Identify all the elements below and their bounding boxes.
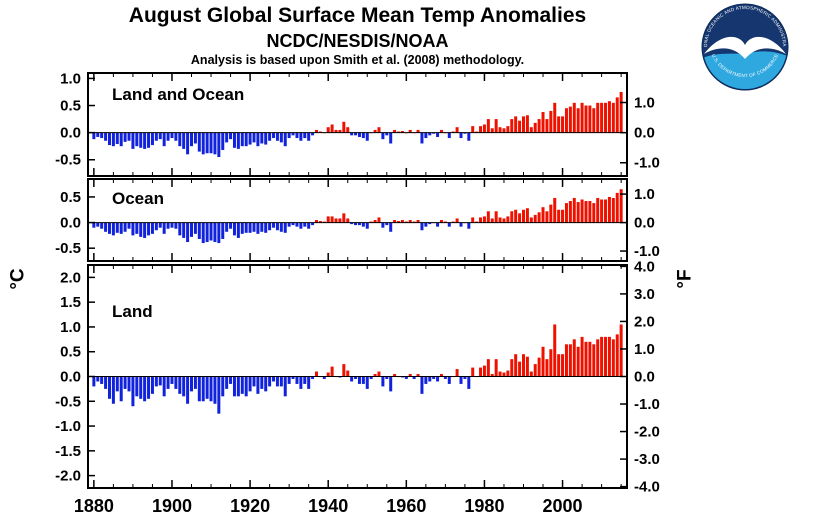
noaa-seal-sea [703,51,787,89]
y-tick-label-f: 3.0 [634,286,655,303]
panel-frame [87,72,628,177]
x-tick-label: 1900 [152,496,192,516]
panel-land-and-ocean: 1.0 0.5 0.0 -0.5 1.0 0.0 -1.0 Land and Ocean [55,70,660,177]
y-tick-label-c: 0.5 [60,189,81,206]
noaa-seal-gull-icon [704,36,786,59]
y-tick-label-f: 0.0 [634,125,655,142]
y-tick-label-c: 2.0 [60,269,81,286]
x-tick-label: 1980 [464,496,504,516]
panel-ocean: 0.5 0.0 -0.5 1.0 0.0 -1.0 Ocean [55,178,660,262]
y-tick-label-f: 4.0 [634,258,655,275]
x-axis-labels: 1880 1900 1920 1940 1960 1980 2000 [74,496,583,516]
y-tick-label-f: 0.0 [634,369,655,386]
y-tick-label-c: -0.5 [55,152,81,169]
bars [92,189,623,244]
y-tick-label-c: 0.0 [60,215,81,232]
y-tick-label-f: -4.0 [634,479,660,496]
x-tick-label: 1940 [308,496,348,516]
y-tick-label-f: -3.0 [634,451,660,468]
y-tick-label-c: -0.5 [55,240,81,257]
panel-title: Land and Ocean [112,85,244,104]
x-tick-label: 2000 [543,496,583,516]
x-tick-label: 1920 [230,496,270,516]
y-tick-label-c: -2.0 [55,468,81,485]
x-tick-label: 1880 [74,496,114,516]
y-tick-label-c: 1.5 [60,294,81,311]
y-tick-label-f: -1.0 [634,243,660,260]
panel-land: 2.0 1.5 1.0 0.5 0.0 -0.5 -1.0 -1.5 -2.0 4.0 3.0 2.0… [55,258,660,495]
y-tick-label-f: 2.0 [634,313,655,330]
y-tick-label-f: -1.0 [634,396,660,413]
y-tick-label-f: 1.0 [634,95,655,112]
bars [92,91,623,158]
panel-title: Land [112,302,153,321]
page-subtitle: NCDC/NESDIS/NOAA [266,31,449,51]
y-tick-label-c: -1.0 [55,418,81,435]
y-tick-label-c: -0.5 [55,393,81,410]
panel-frame [87,178,628,262]
y-tick-label-f: 1.0 [634,341,655,358]
y-tick-label-f: 1.0 [634,186,655,203]
y-tick-label-c: 1.0 [60,70,81,87]
y-tick-label-c: 0.5 [60,98,81,115]
noaa-logo: NATIONAL OCEANIC AND ATMOSPHERIC ADMINIS… [700,2,789,91]
panel-title: Ocean [112,189,164,208]
y-tick-label-c: 0.0 [60,369,81,386]
y-tick-label-c: 1.0 [60,319,81,336]
x-tick-label: 1960 [386,496,426,516]
bars [92,324,623,414]
methodology-note: Analysis is based upon Smith et al. (200… [190,53,525,67]
y-tick-label-f: -1.0 [634,155,660,172]
y-tick-label-f: 0.0 [634,215,655,232]
y-tick-label-c: 0.0 [60,125,81,142]
panel-frame [87,264,628,489]
page-title: August Global Surface Mean Temp Anomalie… [128,4,587,27]
y-tick-label-c: -1.5 [55,443,81,460]
y-tick-label-f: -2.0 [634,424,660,441]
y-tick-label-c: 0.5 [60,344,81,361]
